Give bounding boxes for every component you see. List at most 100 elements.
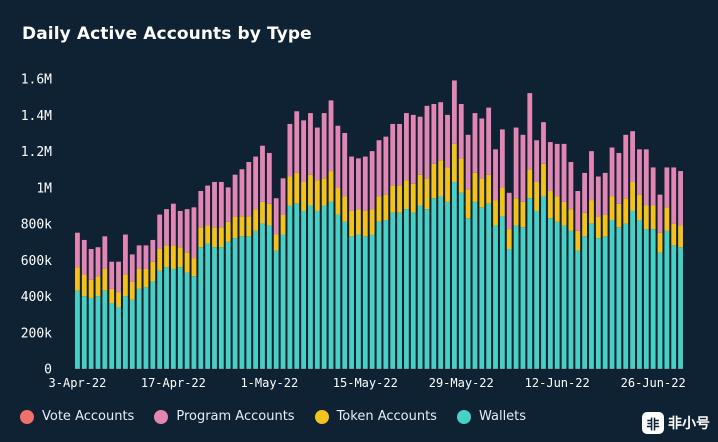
y-tick-label: 400k bbox=[21, 290, 52, 305]
bar-segment-program-accounts bbox=[157, 214, 163, 250]
legend-label: Token Accounts bbox=[336, 409, 437, 424]
bar-segment-wallets bbox=[88, 297, 94, 369]
bar-segment-program-accounts bbox=[472, 113, 478, 173]
bar-segment-program-accounts bbox=[321, 113, 327, 179]
bar-segment-program-accounts bbox=[75, 232, 80, 268]
bar-segment-wallets bbox=[520, 227, 526, 369]
bar-segment-token-accounts bbox=[678, 225, 683, 248]
bar-segment-program-accounts bbox=[417, 116, 423, 175]
bar-segment-program-accounts bbox=[630, 131, 635, 182]
bar-segment-program-accounts bbox=[609, 147, 615, 197]
bar-segment-token-accounts bbox=[88, 279, 94, 298]
watermark-text: 非小号 bbox=[668, 416, 710, 432]
bar-segment-program-accounts bbox=[637, 149, 642, 195]
bar-segment-token-accounts bbox=[664, 207, 670, 231]
bar-segment-program-accounts bbox=[671, 167, 677, 224]
legend-swatch-vote-accounts bbox=[20, 409, 34, 424]
bar-segment-token-accounts bbox=[232, 216, 238, 239]
bar-segment-token-accounts bbox=[308, 174, 313, 206]
bar-segment-token-accounts bbox=[184, 252, 190, 273]
bar-segment-token-accounts bbox=[534, 181, 540, 211]
bar-segment-program-accounts bbox=[184, 209, 190, 253]
x-tick-label: 12-Jun-22 bbox=[525, 376, 590, 390]
legend-item-token-accounts[interactable]: Token Accounts bbox=[314, 409, 437, 424]
bar-segment-token-accounts bbox=[568, 209, 574, 231]
bar-segment-token-accounts bbox=[657, 232, 663, 253]
bar-segment-token-accounts bbox=[129, 281, 135, 300]
x-tick-label: 17-Apr-22 bbox=[141, 376, 206, 390]
bar-segment-program-accounts bbox=[369, 151, 375, 210]
bar-segment-token-accounts bbox=[671, 223, 677, 246]
chart-title: Daily Active Accounts by Type bbox=[22, 24, 312, 44]
x-tick-label: 26-Jun-22 bbox=[621, 376, 686, 390]
bar-segment-program-accounts bbox=[328, 100, 334, 172]
bar-segment-wallets bbox=[486, 203, 492, 369]
bar-segment-token-accounts bbox=[321, 178, 327, 206]
bar-segment-token-accounts bbox=[123, 274, 128, 297]
bar-segment-token-accounts bbox=[356, 209, 361, 235]
bar-segment-program-accounts bbox=[513, 127, 519, 199]
bar-segment-program-accounts bbox=[506, 192, 512, 230]
bar-segment-token-accounts bbox=[198, 227, 204, 248]
bar-segment-wallets bbox=[143, 287, 149, 369]
bar-segment-wallets bbox=[506, 249, 512, 369]
bar-segment-token-accounts bbox=[328, 171, 334, 202]
bar-segment-wallets bbox=[650, 229, 656, 369]
bar-segment-wallets bbox=[664, 230, 670, 369]
bar-segment-program-accounts bbox=[102, 236, 108, 269]
bar-segment-program-accounts bbox=[657, 194, 663, 233]
bar-segment-wallets bbox=[582, 236, 588, 369]
bar-segment-wallets bbox=[335, 214, 341, 369]
legend-label: Vote Accounts bbox=[42, 409, 135, 424]
bar-segment-program-accounts bbox=[383, 136, 389, 195]
y-tick-label: 200k bbox=[21, 326, 52, 341]
bar-segment-token-accounts bbox=[493, 200, 498, 226]
bar-segment-wallets bbox=[547, 218, 553, 369]
bar-segment-wallets bbox=[349, 236, 354, 369]
bar-segment-wallets bbox=[404, 209, 409, 369]
bar-segment-wallets bbox=[184, 272, 190, 369]
bar-segment-program-accounts bbox=[143, 245, 149, 269]
bar-segment-wallets bbox=[239, 236, 245, 369]
bar-segment-token-accounts bbox=[451, 143, 457, 182]
bar-segment-wallets bbox=[273, 250, 279, 369]
bar-segment-token-accounts bbox=[513, 198, 519, 226]
bar-segment-token-accounts bbox=[164, 245, 169, 268]
bar-segment-program-accounts bbox=[445, 114, 450, 168]
bar-segment-wallets bbox=[260, 223, 265, 369]
y-tick-label: 1.2M bbox=[21, 145, 52, 160]
bar-segment-token-accounts bbox=[376, 196, 382, 222]
bar-segment-program-accounts bbox=[678, 171, 683, 226]
bar-segment-program-accounts bbox=[109, 261, 115, 289]
bar-segment-token-accounts bbox=[506, 229, 512, 250]
bar-segment-program-accounts bbox=[547, 142, 553, 192]
legend-item-wallets[interactable]: Wallets bbox=[456, 409, 526, 424]
bar-segment-wallets bbox=[246, 236, 252, 369]
bar-segment-token-accounts bbox=[458, 158, 464, 193]
bar-segment-wallets bbox=[410, 212, 416, 369]
y-tick-label: 1.4M bbox=[21, 109, 52, 124]
bar-segment-token-accounts bbox=[479, 178, 485, 208]
bar-segment-token-accounts bbox=[205, 225, 211, 244]
bars-group bbox=[75, 80, 683, 369]
legend-item-program-accounts[interactable]: Program Accounts bbox=[154, 409, 295, 424]
bar-segment-wallets bbox=[362, 236, 368, 369]
bar-segment-program-accounts bbox=[616, 152, 622, 204]
bar-segment-wallets bbox=[657, 252, 663, 369]
bar-segment-token-accounts bbox=[383, 194, 389, 221]
legend-item-vote-accounts[interactable]: Vote Accounts bbox=[20, 409, 134, 424]
bar-segment-wallets bbox=[218, 247, 224, 369]
bar-segment-wallets bbox=[609, 220, 615, 369]
bar-segment-program-accounts bbox=[232, 174, 238, 217]
bar-segment-wallets bbox=[294, 203, 300, 369]
x-tick-label: 3-Apr-22 bbox=[49, 376, 107, 390]
bar-segment-program-accounts bbox=[404, 113, 409, 181]
bar-segment-token-accounts bbox=[541, 163, 546, 197]
bar-segment-token-accounts bbox=[301, 181, 307, 211]
bar-segment-wallets bbox=[102, 290, 108, 369]
bar-segment-program-accounts bbox=[191, 207, 197, 259]
bar-segment-token-accounts bbox=[650, 205, 656, 230]
bar-segment-program-accounts bbox=[376, 140, 382, 197]
bar-segment-wallets bbox=[136, 288, 142, 369]
